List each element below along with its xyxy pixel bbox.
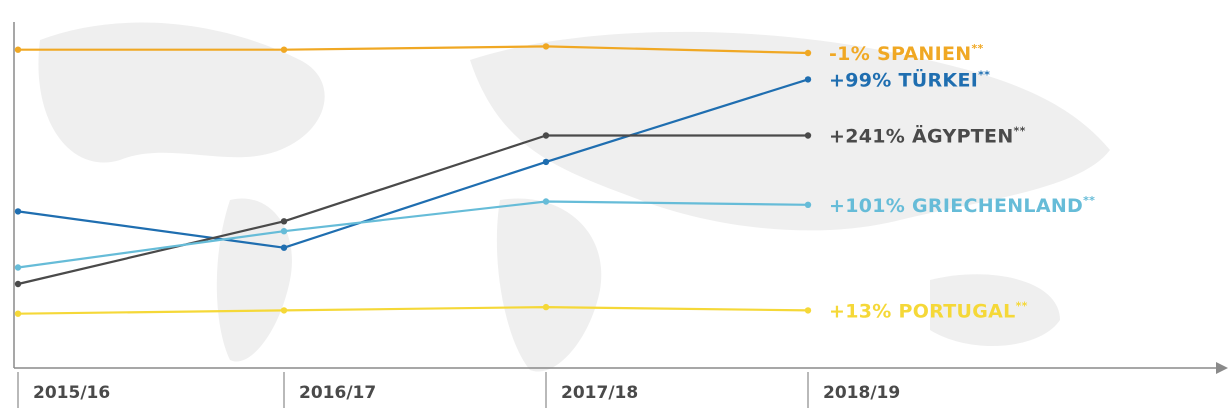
series-label: +241% ÄGYPTEN** — [829, 124, 1026, 148]
data-point — [804, 307, 812, 314]
series-line — [16, 45, 810, 55]
data-point — [280, 307, 288, 314]
series-lines — [14, 43, 812, 317]
category-label: 2018/19 — [823, 383, 900, 403]
data-point — [542, 303, 550, 311]
data-point — [280, 46, 288, 53]
x-axis-arrowhead — [1216, 362, 1228, 374]
data-point — [280, 218, 288, 225]
data-point — [542, 132, 550, 139]
series-line — [16, 78, 810, 249]
data-point — [14, 208, 22, 215]
data-point — [804, 49, 812, 57]
data-point — [14, 280, 22, 288]
category-label: 2016/17 — [299, 383, 376, 403]
series-line — [16, 200, 810, 269]
axes — [13, 22, 1228, 374]
data-point — [804, 201, 812, 208]
data-point — [804, 132, 812, 139]
series-line — [16, 306, 810, 315]
data-point — [804, 76, 812, 83]
data-point — [542, 43, 550, 50]
data-point — [280, 244, 288, 251]
x-ticks — [17, 372, 809, 408]
data-point — [14, 264, 22, 271]
series-line — [16, 134, 810, 286]
series-labels: -1% SPANIEN**+99% TÜRKEI** +241% ÄGYPTEN*… — [829, 42, 1095, 322]
category-label: 2015/16 — [33, 383, 110, 403]
series-label: +99% TÜRKEI** — [829, 67, 990, 91]
data-point — [542, 158, 550, 166]
data-point — [280, 228, 288, 235]
category-labels: 2015/16 2016/17 2017/18 2018/19 — [33, 383, 900, 403]
series-label: +101% GRIECHENLAND** — [829, 194, 1095, 217]
world-map-background — [38, 22, 1110, 372]
data-point — [14, 310, 22, 317]
series-label: -1% SPANIEN** — [829, 42, 984, 65]
category-label: 2017/18 — [561, 383, 638, 403]
data-point — [542, 198, 550, 205]
data-point — [14, 46, 22, 53]
series-label: +13% PORTUGAL** — [829, 299, 1028, 322]
